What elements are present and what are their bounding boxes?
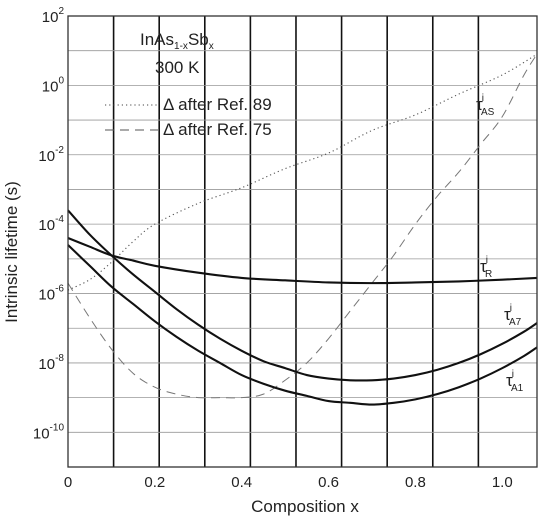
x-tick-label: 0.6	[318, 474, 339, 491]
legend-label-ref89: Δ after Ref. 89	[163, 95, 272, 114]
curve-label-0: τi AS	[476, 93, 495, 118]
y-tick-label: 100	[42, 75, 65, 95]
temperature-label: 300 K	[155, 58, 200, 77]
y-tick-label: 10-6	[38, 284, 64, 304]
series-line-3	[67, 209, 538, 382]
plot-frame	[67, 15, 538, 468]
y-tick-label: 10-4	[38, 214, 64, 234]
x-tick-label: 1.0	[492, 474, 513, 491]
series-lines	[67, 53, 538, 406]
curve-label-4: τi A1	[506, 369, 524, 394]
series-line-0	[67, 53, 538, 291]
legend-label-ref75: Δ after Ref. 75	[163, 120, 272, 139]
curve-labels: τi AS τi R τi A7 τi A1	[476, 93, 524, 394]
curve-label-3: τi A7	[504, 303, 522, 328]
y-tick-label: 10-2	[38, 145, 64, 165]
y-tick-label: 10-10	[33, 422, 65, 442]
x-tick-label: 0.2	[144, 474, 165, 491]
x-tick-label: 0.8	[405, 474, 426, 491]
series-line-4	[67, 244, 538, 406]
x-tick-labels: 0 0.2 0.4 0.6 0.8 1.0	[64, 474, 513, 491]
x-axis-title: Composition x	[251, 497, 359, 516]
series-line-2	[67, 237, 538, 285]
y-tick-label: 10-8	[38, 353, 64, 373]
material-label: InAs1-xSbx	[140, 30, 214, 52]
curve-label-2: τi R	[480, 255, 492, 280]
y-tick-labels: 102 100 10-2 10-4 10-6 10-8 10-10	[33, 6, 65, 442]
x-tick-label: 0	[64, 474, 72, 491]
x-tick-label: 0.4	[231, 474, 252, 491]
legend: Δ after Ref. 89 Δ after Ref. 75	[105, 95, 272, 139]
y-tick-label: 102	[42, 6, 65, 26]
y-axis-title: Intrinsic lifetime (s)	[2, 181, 21, 323]
series-line-1	[67, 53, 538, 399]
grid	[68, 16, 537, 467]
